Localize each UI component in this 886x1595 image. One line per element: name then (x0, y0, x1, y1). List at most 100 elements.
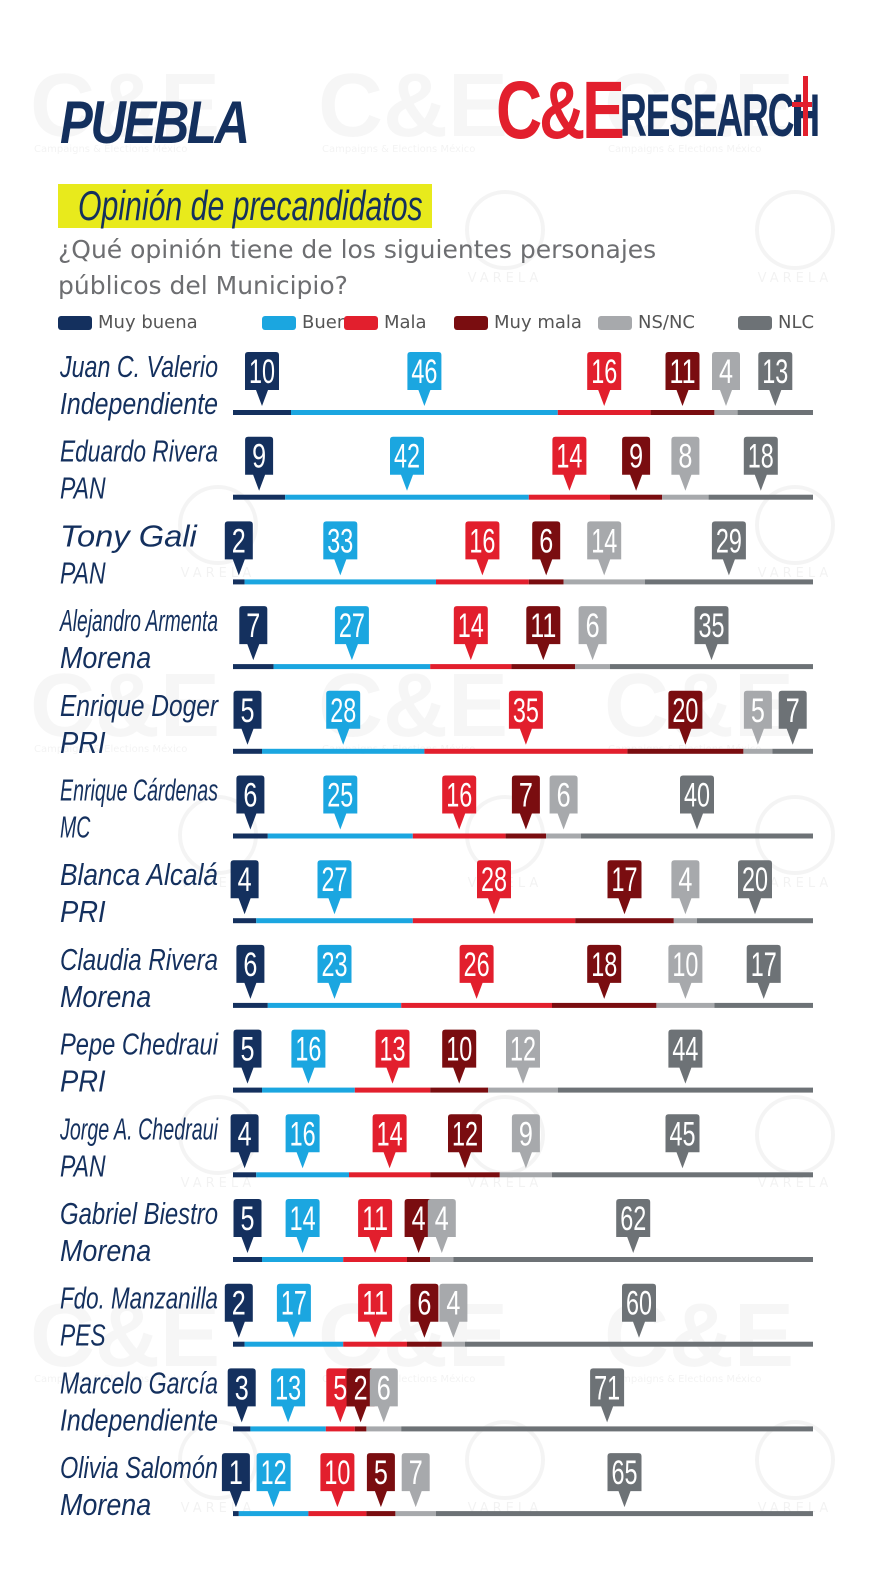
pin-marker-muy-buena (236, 944, 265, 999)
bar-segment-buena (267, 833, 413, 839)
bar-segment-muy-buena (233, 748, 262, 754)
pin-marker-muy-mala (442, 1029, 477, 1084)
data-label-muy-mala: 17 (612, 861, 638, 899)
data-label-muy-buena: 2 (232, 522, 246, 560)
candidate-name: Alejandro Armenta (59, 603, 218, 638)
pin-marker-buena (285, 1114, 320, 1169)
bar-segment-ns-nc (563, 579, 645, 585)
data-label-nlc: 60 (626, 1285, 652, 1323)
legend-swatch (58, 315, 92, 330)
data-label-muy-buena: 1 (229, 1454, 243, 1492)
bar-segment-mala (325, 1426, 355, 1432)
legend-label: Muy mala (494, 312, 582, 333)
data-label-mala: 13 (380, 1031, 406, 1069)
data-label-muy-mala: 20 (672, 692, 698, 730)
data-label-nlc: 40 (684, 777, 710, 815)
legend-item-mala: Mala (344, 312, 427, 333)
bar-segment-mala (557, 410, 651, 415)
data-label-buena: 28 (330, 692, 356, 730)
bar-segment-muy-mala (354, 1426, 367, 1432)
data-label-muy-buena: 5 (241, 1031, 255, 1069)
pin-marker-mala (358, 1283, 393, 1338)
pin-marker-nlc (590, 1368, 625, 1423)
data-label-ns-nc: 8 (678, 438, 692, 476)
pin-marker-muy-mala (448, 1114, 482, 1169)
pin-marker-mala (477, 860, 511, 915)
data-label-nlc: 35 (699, 607, 725, 645)
pin-marker-muy-mala (410, 1283, 439, 1338)
pin-marker-mala (375, 1029, 410, 1084)
brand-logo-research: RESEARCH (620, 82, 820, 149)
candidate-party: PES (60, 1318, 106, 1353)
pin-marker-buena (317, 860, 352, 915)
pin-marker-muy-buena (233, 690, 262, 745)
pin-marker-muy-buena (230, 1114, 259, 1169)
bar-segment-nlc (644, 579, 813, 585)
data-label-nlc: 45 (670, 1115, 696, 1153)
bar-segment-muy-buena (233, 1002, 268, 1008)
data-label-mala: 26 (464, 946, 490, 984)
data-label-muy-buena: 3 (235, 1369, 249, 1407)
candidate-party: Morena (60, 979, 151, 1014)
bar-segment-nlc (557, 1087, 813, 1093)
data-label-ns-nc: 4 (446, 1285, 460, 1323)
pin-marker-nlc (668, 1029, 703, 1084)
bar-segment-muy-buena (233, 1172, 257, 1178)
pin-marker-nlc (738, 860, 772, 915)
bar-segment-buena (244, 1341, 344, 1347)
bar-segment-muy-buena (233, 579, 245, 585)
pin-marker-nlc (758, 352, 793, 406)
legend-swatch (262, 315, 296, 330)
data-label-mala: 28 (481, 861, 507, 899)
pin-marker-nlc (743, 436, 778, 491)
state-title: PUEBLA (60, 89, 250, 156)
pin-marker-buena (323, 521, 358, 576)
bar-segment-muy-buena (233, 1257, 262, 1262)
data-label-mala: 10 (324, 1454, 350, 1492)
bar-segment-mala (424, 748, 628, 754)
bar-segment-muy-mala (505, 833, 547, 839)
pin-marker-buena (323, 775, 358, 830)
legend-swatch (454, 315, 488, 330)
bar-segment-mala (401, 1002, 552, 1008)
data-label-ns-nc: 5 (751, 692, 765, 730)
data-label-buena: 46 (411, 353, 437, 391)
candidate-party: Independiente (60, 386, 218, 421)
candidate-name: Juan C. Valerio (59, 349, 218, 384)
brand-logo-ce: C&E (496, 65, 625, 156)
bar-segment-mala (412, 918, 576, 924)
candidate-party: PAN (60, 471, 106, 506)
bar-segment-muy-mala (511, 664, 576, 670)
bar-segment-muy-mala (575, 918, 674, 924)
bar-segment-ns-nc (575, 664, 610, 670)
candidate-party: Morena (60, 1487, 151, 1522)
pin-marker-muy-mala (404, 1199, 433, 1253)
pin-marker-ns-nc (578, 606, 607, 661)
pin-marker-buena (256, 1453, 291, 1508)
legend: Muy buena Buena Mala Muy mala NS/NC NLC (58, 312, 828, 338)
watermark-ce-caption: Campaigns & Elections México (322, 143, 475, 155)
brand-bars-icon (792, 76, 812, 136)
pin-marker-muy-mala (346, 1368, 375, 1423)
bar-segment-mala (430, 664, 512, 670)
data-label-buena: 23 (322, 946, 348, 984)
pin-marker-nlc (616, 1199, 651, 1253)
data-label-mala: 14 (458, 607, 484, 645)
data-label-buena: 25 (327, 777, 353, 815)
pin-marker-buena (276, 1283, 311, 1338)
bar-segment-buena (273, 664, 431, 670)
legend-swatch (344, 315, 378, 330)
data-label-nlc: 20 (742, 861, 768, 899)
pin-marker-muy-buena (236, 775, 265, 830)
bar-segment-ns-nc (662, 494, 709, 500)
bar-segment-nlc (714, 1002, 813, 1008)
bar-segment-ns-nc (395, 1511, 436, 1517)
data-label-ns-nc: 4 (678, 861, 692, 899)
